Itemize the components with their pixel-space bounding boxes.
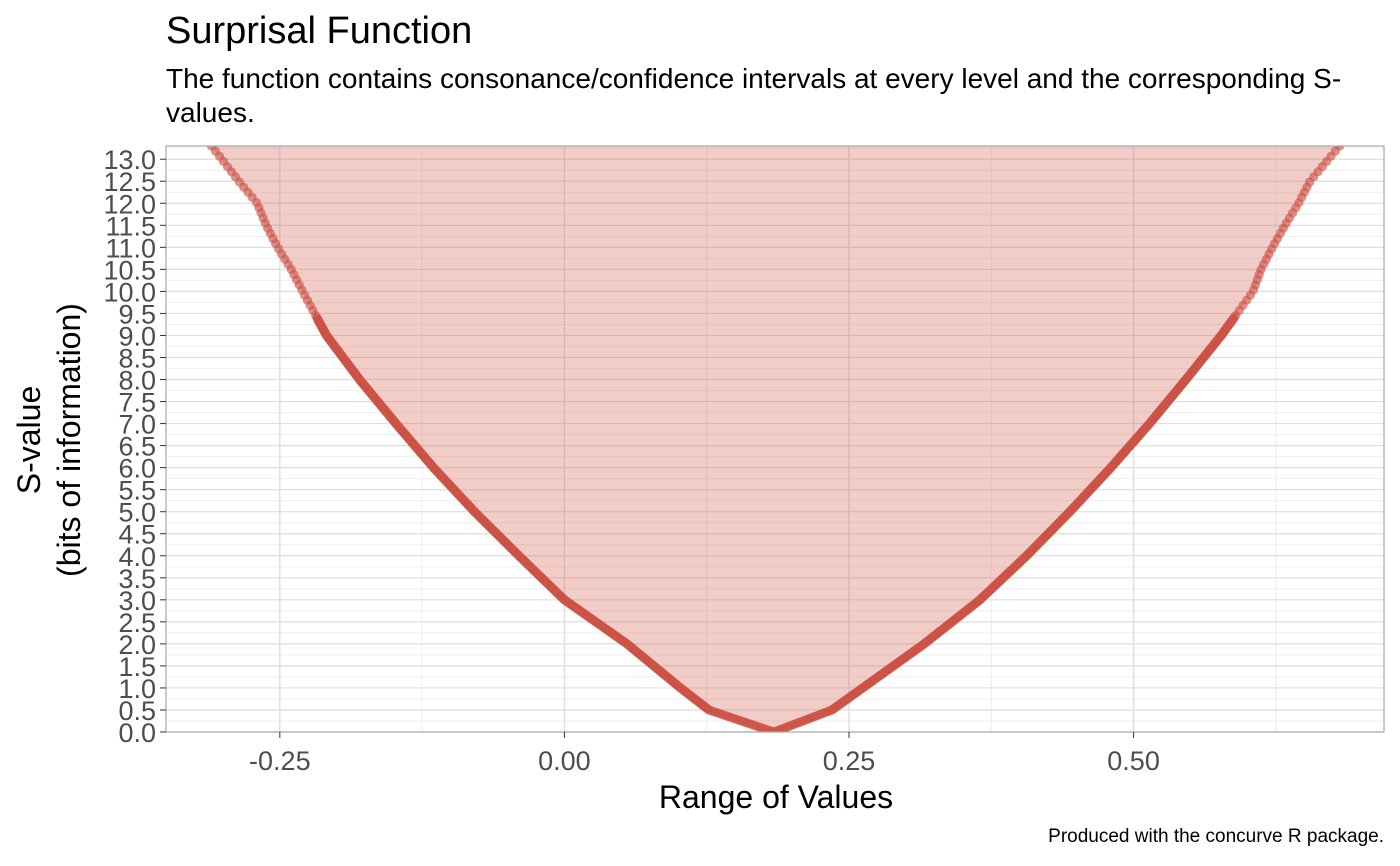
y-axis-ticks: 0.00.51.01.52.02.53.03.54.04.55.05.56.06… (103, 145, 166, 748)
x-tick-label: -0.25 (249, 746, 311, 776)
y-tick-label: 6.0 (118, 454, 156, 484)
y-tick-label: 11.0 (105, 233, 156, 263)
y-tick-label: 4.0 (118, 542, 156, 572)
y-axis-title-line2: (bits of information) (51, 303, 87, 577)
x-axis-ticks: -0.25 0.00 0.25 0.50 (249, 732, 1160, 776)
chart-subtitle: The function contains consonance/confide… (166, 63, 1342, 128)
y-axis-title-line1: S-value (11, 386, 47, 495)
y-tick-label: 10.5 (103, 255, 156, 285)
y-tick-label: 5.5 (118, 476, 156, 506)
chart-title: Surprisal Function (166, 10, 473, 52)
y-tick-label: 1.0 (118, 674, 156, 704)
x-tick-label: 0.25 (823, 746, 876, 776)
x-tick-label: 0.50 (1107, 746, 1160, 776)
y-tick-label: 5.0 (118, 498, 156, 528)
y-tick-label: 9.0 (118, 321, 156, 351)
y-tick-label: 7.0 (118, 410, 156, 440)
y-tick-label: 10.0 (103, 277, 156, 307)
upper-limit-point (1335, 146, 1345, 151)
y-tick-label: 2.5 (118, 608, 156, 638)
y-tick-label: 2.0 (118, 630, 156, 660)
lower-limit-point (206, 146, 217, 151)
y-tick-label: 8.5 (118, 343, 156, 373)
y-tick-label: 8.0 (118, 366, 156, 396)
y-tick-label: 12.5 (103, 167, 156, 197)
y-tick-label: 3.0 (118, 586, 156, 616)
y-tick-label: 3.5 (118, 564, 156, 594)
y-tick-label: 6.5 (118, 432, 156, 462)
data-layer (206, 146, 1345, 732)
x-axis-title: Range of Values (659, 779, 893, 815)
y-tick-label: 7.5 (118, 388, 156, 418)
interval-area (211, 146, 1340, 732)
panel-border (165, 145, 1385, 733)
x-tick-label: 0.00 (538, 746, 591, 776)
y-tick-label: 0.0 (118, 718, 156, 748)
y-tick-label: 1.5 (118, 652, 156, 682)
y-tick-label: 11.5 (105, 211, 156, 241)
point-layer (206, 146, 1345, 732)
y-tick-label: 9.5 (118, 299, 156, 329)
y-tick-label: 4.5 (118, 520, 156, 550)
grid-layer (166, 146, 1384, 733)
y-tick-label: 12.0 (103, 189, 156, 219)
y-tick-label: 0.5 (118, 696, 156, 726)
chart-caption: Produced with the concurve R package. (1048, 826, 1384, 847)
y-tick-label: 13.0 (103, 145, 156, 175)
